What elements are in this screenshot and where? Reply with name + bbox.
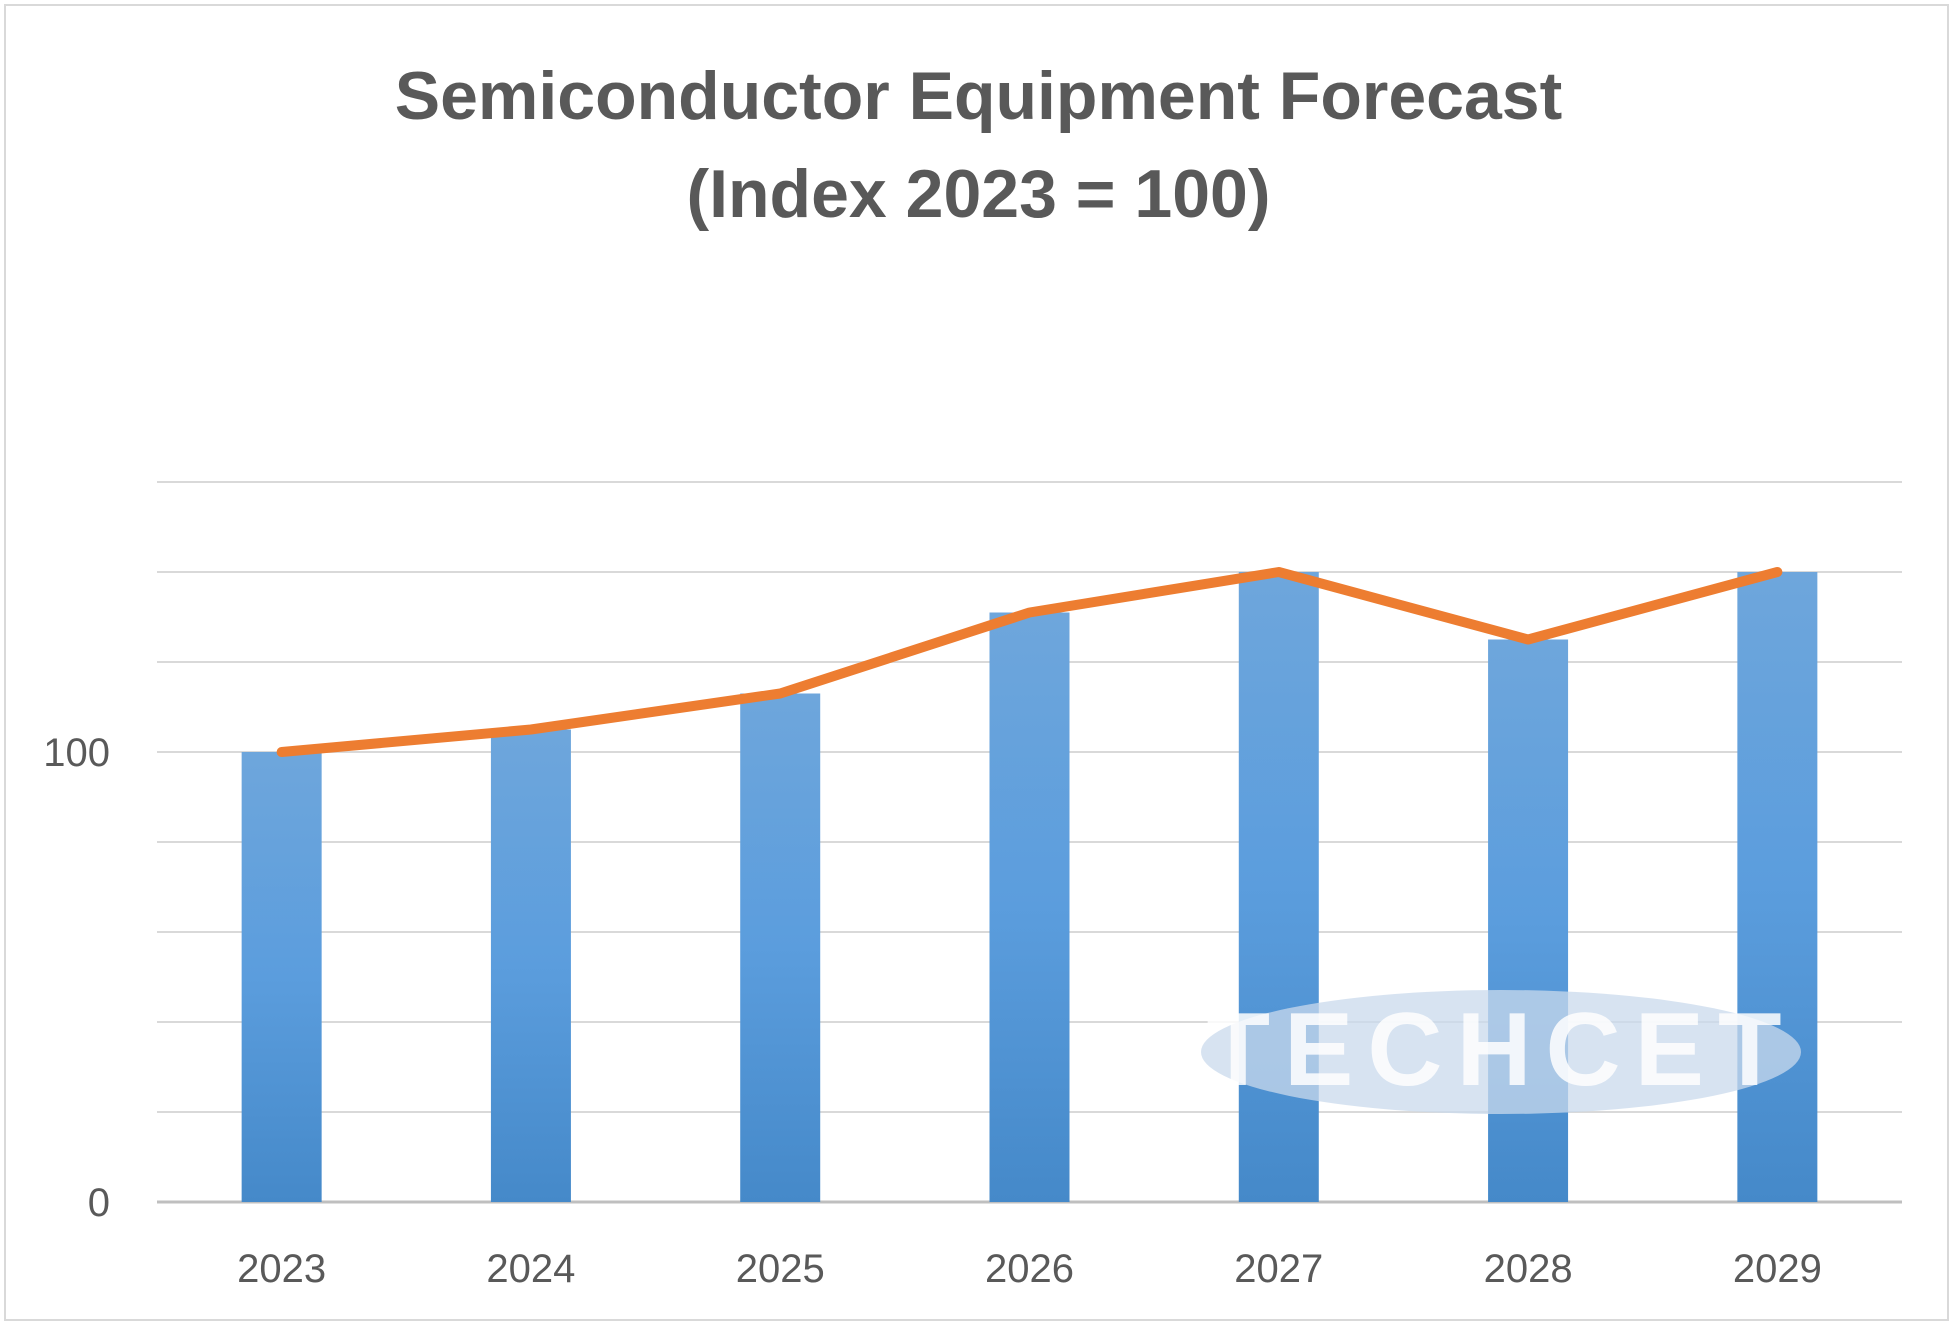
chart-title: Semiconductor Equipment Forecast [394,58,1563,134]
x-tick-label: 2025 [736,1247,825,1291]
bar-2028 [1488,639,1569,1202]
bar-2025 [740,693,821,1202]
bar-2026 [989,612,1070,1202]
bar-2024 [490,729,571,1202]
x-tick-label: 2027 [1234,1247,1323,1291]
x-tick-label: 2028 [1484,1247,1573,1291]
x-tick-label: 2023 [237,1247,326,1291]
x-tick-label: 2026 [985,1247,1074,1291]
techcet-watermark: TECHCET [1201,990,1801,1114]
chart-subtitle: (Index 2023 = 100) [686,156,1271,232]
trend-line [276,567,1783,757]
watermark-text: TECHCET [1206,992,1795,1108]
y-tick-label: 100 [43,731,110,775]
bar-2023 [241,752,322,1202]
bar-2029 [1737,572,1818,1202]
y-tick-label: 0 [88,1181,110,1225]
x-tick-label: 2024 [486,1247,575,1291]
x-tick-label: 2029 [1733,1247,1822,1291]
